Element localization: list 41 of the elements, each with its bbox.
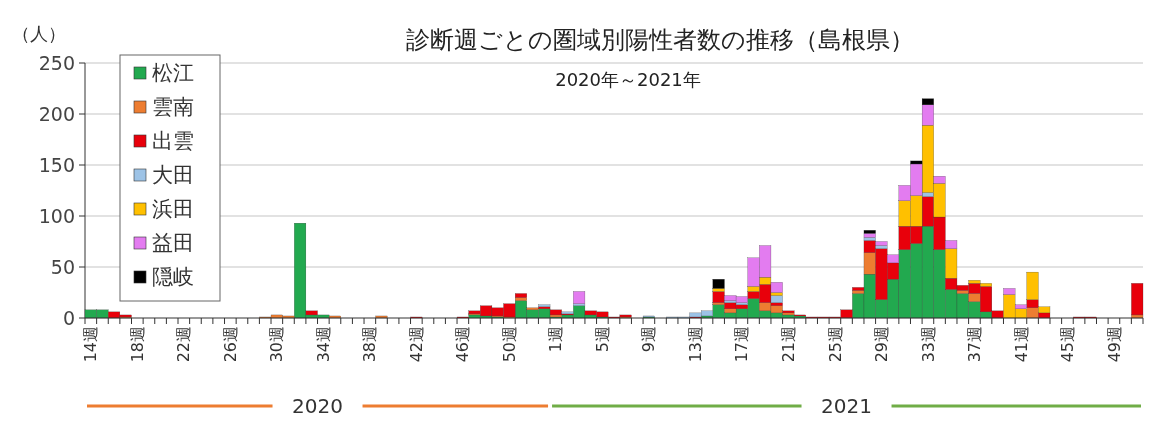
x-tick-label: 30週 [267, 326, 287, 363]
y-tick-label: 0 [62, 306, 75, 329]
x-tick-label: 13週 [685, 326, 705, 363]
x-tick-label: 14週 [81, 326, 101, 363]
x-tick-label: 42週 [406, 326, 426, 363]
x-tick-label: 34週 [313, 326, 333, 363]
x-tick-label: 50週 [499, 326, 519, 363]
x-tick-label: 22週 [174, 326, 194, 363]
y-tick-label: 250 [38, 51, 75, 74]
legend-label: 雲南 [152, 95, 194, 120]
x-tick-label: 25週 [825, 326, 845, 363]
x-tick-label: 46週 [453, 326, 473, 363]
x-tick-label: 29週 [872, 326, 892, 363]
x-tick-label: 33週 [918, 326, 938, 363]
legend-label: 益田 [152, 231, 194, 256]
y-tick-label: 100 [38, 204, 75, 227]
legend-label: 浜田 [152, 197, 194, 222]
x-tick-label: 17週 [732, 326, 752, 363]
x-tick-label: 5週 [592, 326, 612, 353]
y-tick-label: 50 [50, 255, 75, 278]
x-tick-label: 37週 [965, 326, 985, 363]
x-tick-label: 21週 [779, 326, 798, 363]
y-axis-title: （人） [12, 23, 66, 44]
legend-label: 大田 [152, 163, 194, 188]
chart-title: 診断週ごとの圏域別陽性者数の推移（島根県） [406, 26, 914, 54]
x-tick-label: 38週 [360, 326, 380, 363]
x-tick-label: 1週 [546, 326, 566, 353]
x-tick-label: 9週 [639, 326, 659, 353]
x-tick-label: 41週 [1011, 326, 1031, 363]
y-tick-label: 200 [38, 102, 75, 125]
x-tick-label: 26週 [220, 326, 240, 363]
text: 2021 [821, 394, 872, 418]
x-tick-label: 49週 [1104, 326, 1124, 363]
x-tick-label: 18週 [127, 326, 147, 363]
y-tick-label: 150 [38, 153, 75, 176]
chart-subtitle: 2020年～2021年 [555, 69, 701, 90]
legend-label: 松江 [152, 61, 194, 86]
text: 2020 [292, 394, 343, 418]
x-tick-label: 45週 [1058, 326, 1078, 363]
legend-label: 隠岐 [152, 265, 194, 290]
legend-label: 出雲 [152, 129, 194, 154]
